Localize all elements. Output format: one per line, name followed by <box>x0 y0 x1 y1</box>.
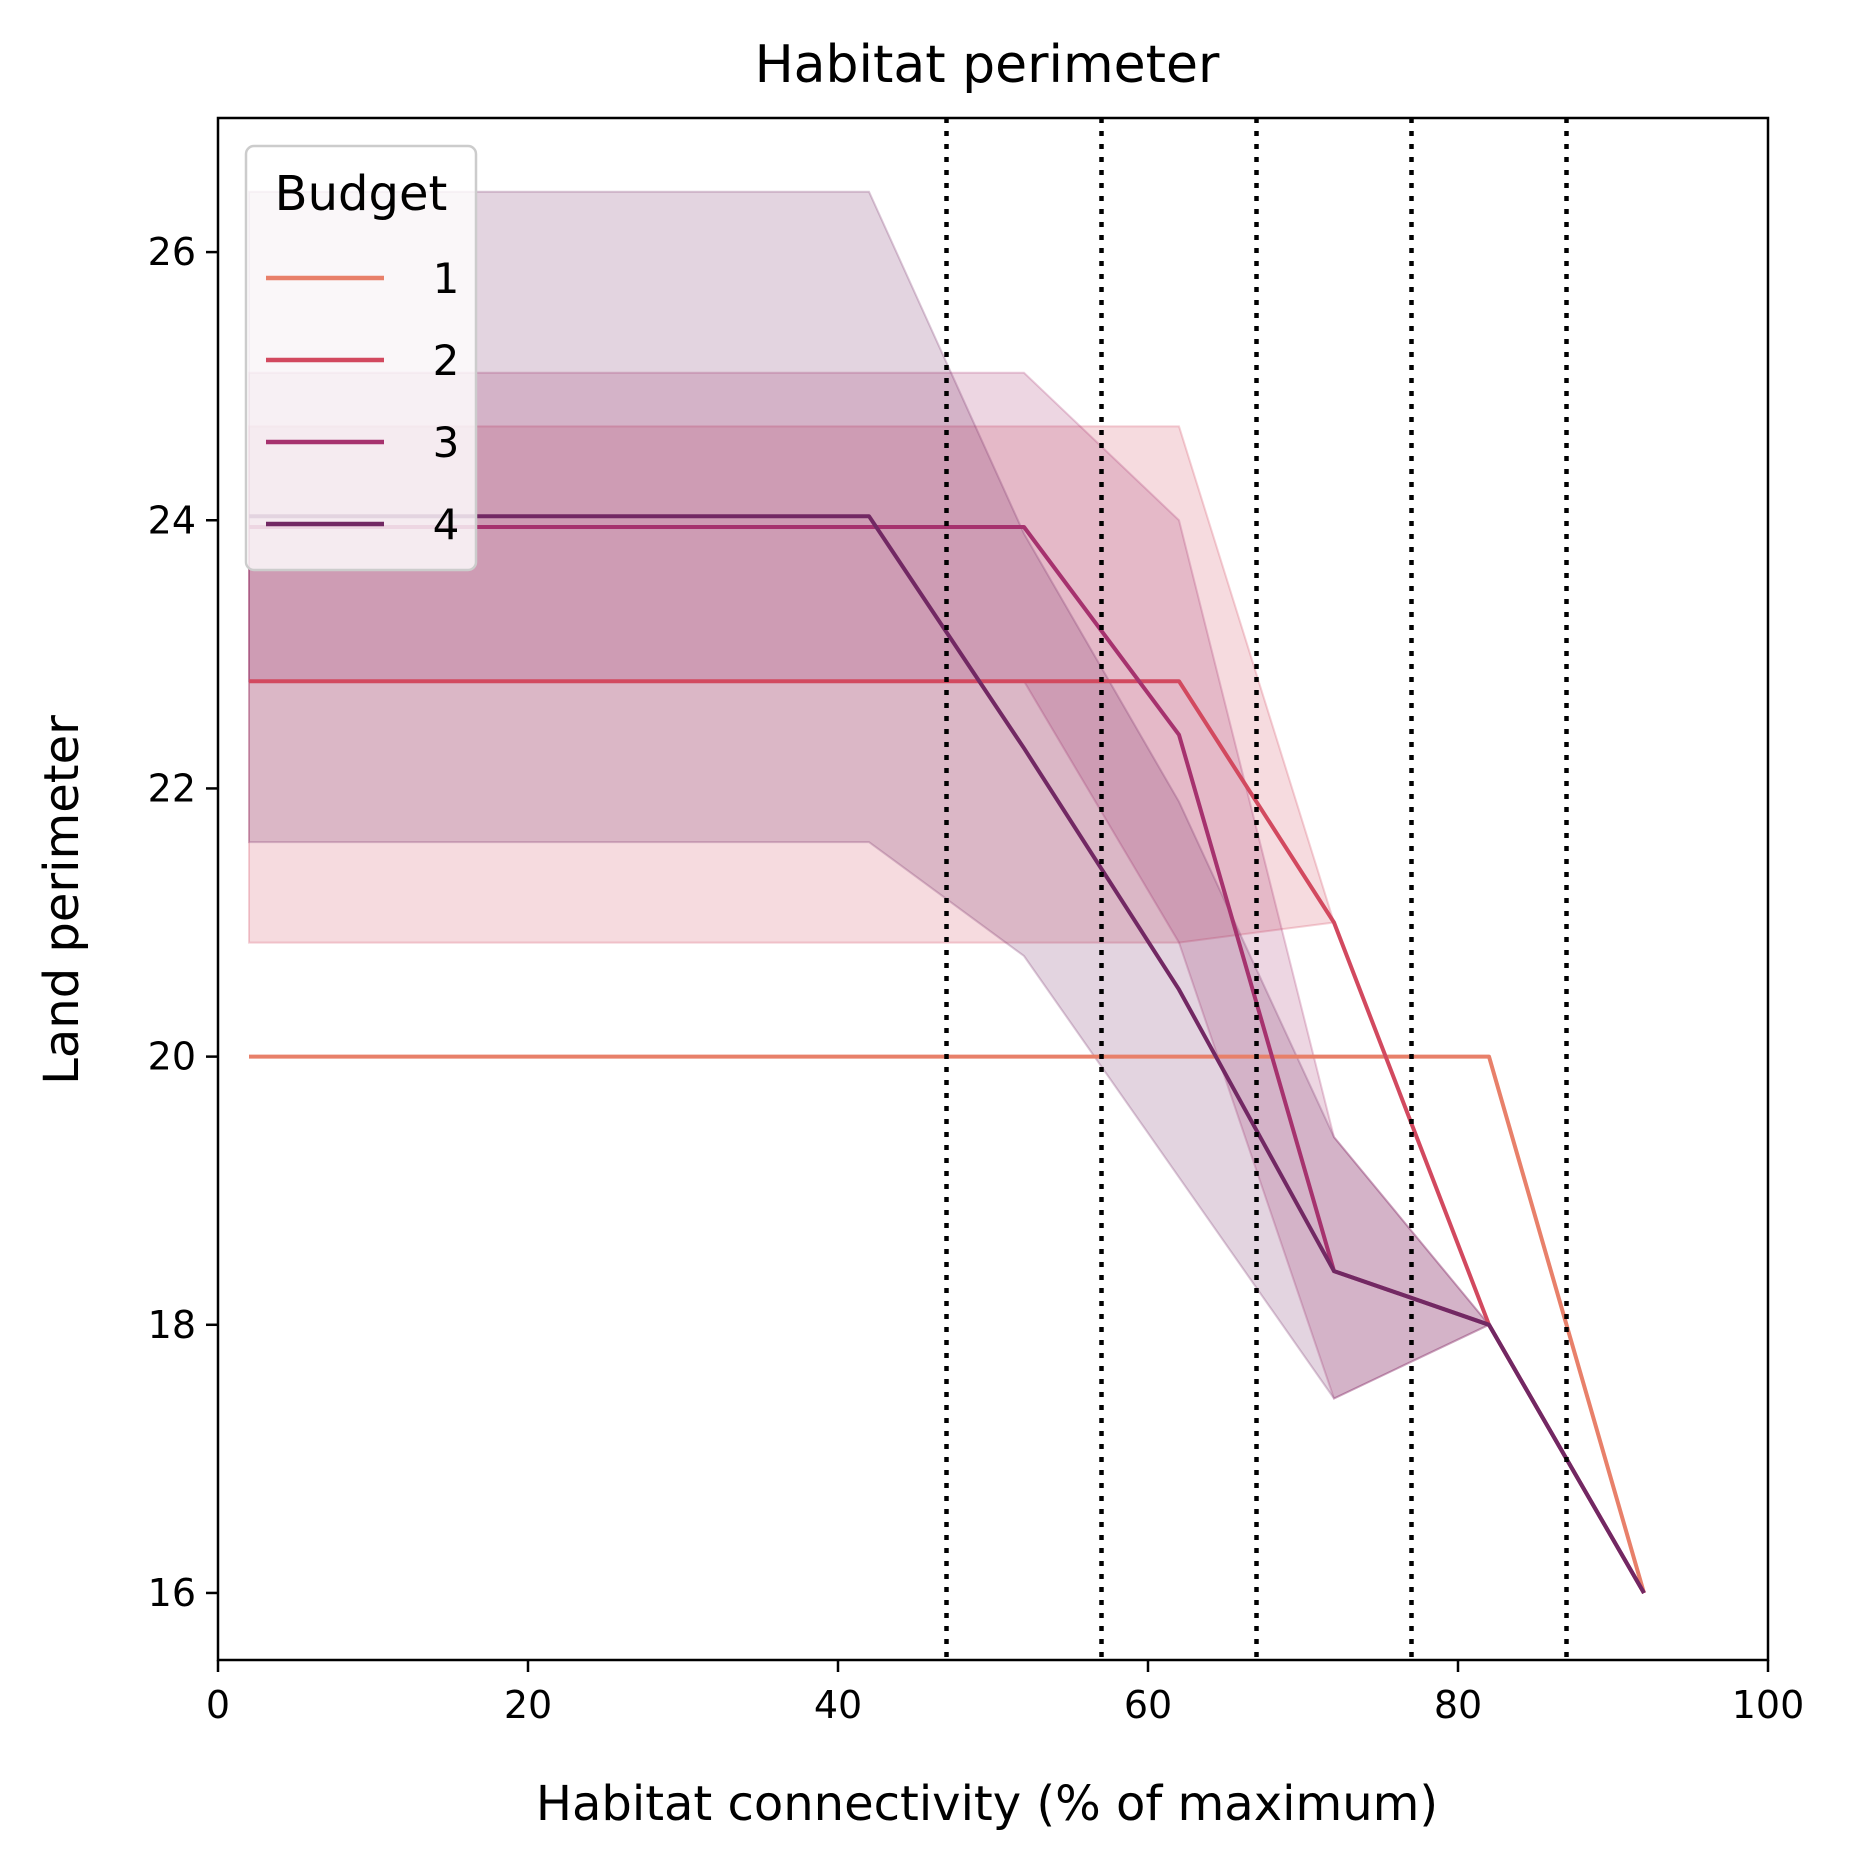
legend-label-4: 4 <box>433 500 460 549</box>
y-tick-label: 20 <box>148 1035 196 1079</box>
y-axis-label: Land perimeter <box>34 715 90 1085</box>
x-tick-label: 80 <box>1434 1683 1482 1727</box>
plot-frame <box>216 116 1770 1662</box>
y-tick-label: 22 <box>148 766 196 810</box>
legend-label-2: 2 <box>433 336 460 385</box>
y-axis: 16 18 20 22 24 26 <box>148 230 218 1615</box>
series-line-4 <box>249 514 1646 1595</box>
x-tick-label: 100 <box>1732 1683 1805 1727</box>
x-tick-label: 40 <box>814 1683 862 1727</box>
x-axis-label: Habitat connectivity (% of maximum) <box>536 1776 1438 1832</box>
legend-label-1: 1 <box>433 254 460 303</box>
y-tick-label: 24 <box>148 498 196 542</box>
legend-label-3: 3 <box>433 418 460 467</box>
x-tick-label: 0 <box>206 1683 230 1727</box>
x-tick-label: 20 <box>504 1683 552 1727</box>
y-tick-label: 26 <box>148 230 196 274</box>
y-tick-label: 16 <box>148 1571 196 1615</box>
legend-title: Budget <box>275 166 448 222</box>
plot-area <box>216 116 1770 1662</box>
x-tick-label: 60 <box>1124 1683 1172 1727</box>
x-axis: 0 20 40 60 80 100 <box>206 1660 1804 1727</box>
y-tick-label: 18 <box>148 1303 196 1347</box>
legend: Budget 1 2 3 4 <box>244 144 478 572</box>
chart-title: Habitat perimeter <box>755 35 1220 95</box>
